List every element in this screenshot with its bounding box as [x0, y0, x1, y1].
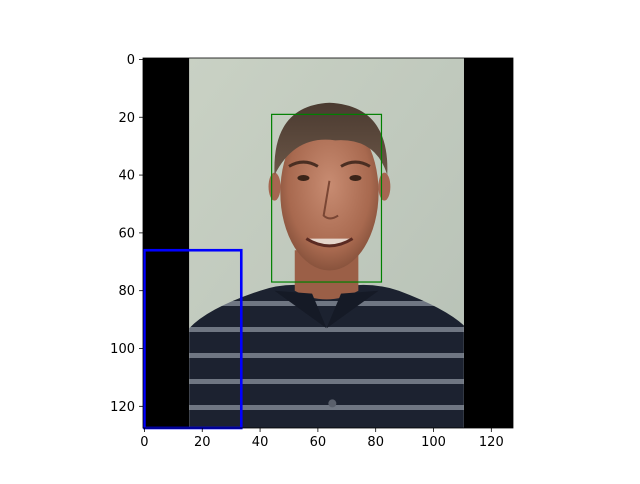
- padding-right: [463, 58, 513, 428]
- face: [280, 114, 379, 271]
- x-tick-label: 20: [194, 435, 211, 450]
- shirt: [189, 284, 464, 428]
- axes: 0 20 40 60 80 100 120 0 20 40 60 80 100 120: [110, 53, 514, 450]
- hair: [274, 102, 388, 176]
- y-tick-label: 120: [110, 400, 135, 415]
- ear-right: [378, 172, 391, 201]
- collar-left: [274, 290, 327, 329]
- y-tick-label: 100: [110, 342, 135, 357]
- y-tick-label: 20: [118, 111, 135, 126]
- photo-image: [143, 58, 513, 428]
- axes-frame: [142, 57, 514, 429]
- x-tick-label: 80: [367, 435, 384, 450]
- y-tick-label: 60: [118, 226, 135, 241]
- bounding-box-1: [271, 113, 383, 283]
- x-tick-label: 100: [421, 435, 446, 450]
- collar-right: [326, 290, 379, 329]
- x-tick-label: 60: [310, 435, 327, 450]
- padding-left: [143, 58, 190, 428]
- y-tick-label: 0: [127, 53, 135, 68]
- brow-left: [288, 160, 319, 168]
- mouth: [305, 237, 354, 248]
- nose: [322, 180, 339, 220]
- eye-left: [297, 174, 310, 181]
- brow-right: [340, 160, 371, 168]
- x-tick-label: 40: [252, 435, 269, 450]
- y-tick-label: 40: [118, 169, 135, 184]
- x-tick-label: 0: [140, 435, 148, 450]
- button: [328, 399, 337, 408]
- x-tick-label: 120: [479, 435, 504, 450]
- y-tick-label: 80: [118, 284, 135, 299]
- eye-right: [349, 174, 362, 181]
- ear-left: [268, 172, 281, 201]
